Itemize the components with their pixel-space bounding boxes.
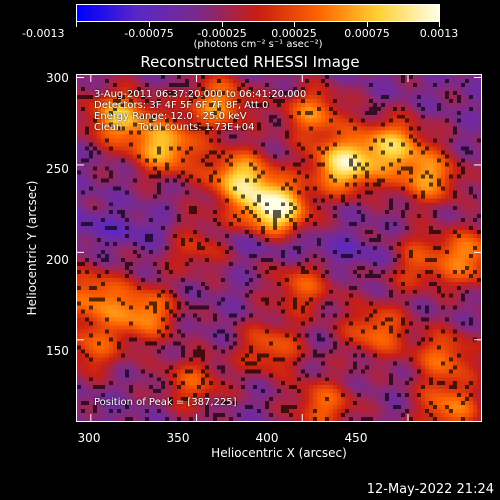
- colorbar-tick-label: 0.00025: [271, 27, 317, 40]
- x-tick-label: 300: [77, 431, 101, 445]
- heatmap-image: [77, 75, 481, 421]
- colorbar-tick-label: -0.0013: [22, 27, 65, 40]
- colorbar-tick: [222, 22, 223, 27]
- colorbar-tick-label: 0.0013: [419, 27, 459, 40]
- colorbar-tick-label: 0.00075: [344, 27, 390, 40]
- x-tick-label: 450: [344, 431, 368, 445]
- colorbar-tick: [294, 22, 295, 27]
- peak-position-label: Position of Peak = [387,225]: [94, 397, 237, 408]
- x-axis-label: Heliocentric X (arcsec): [211, 446, 347, 460]
- y-tick-label: 150: [46, 344, 69, 358]
- colorbar-tick-label: -0.00075: [124, 27, 174, 40]
- colorbar-tick-label: -0.00025: [197, 27, 247, 40]
- y-tick-label: 250: [46, 162, 69, 176]
- colorbar: [76, 4, 440, 22]
- energy-range-label: Energy Range: 12.0 - 25.0 keV: [94, 111, 247, 122]
- x-tick-label: 400: [255, 431, 279, 445]
- y-tick-label: 300: [46, 71, 69, 85]
- x-tick-label: 350: [166, 431, 190, 445]
- total-counts-label: Clean Total counts: 1.73E+04: [94, 122, 255, 133]
- datestamp: 12-May-2022 21:24: [366, 482, 494, 497]
- y-tick-label: 200: [46, 253, 69, 267]
- colorbar-tick: [149, 22, 150, 27]
- detectors-label: Detectors: 3F 4F 5F 6F 7F 8F, Att 0: [94, 100, 269, 111]
- colorbar-tick: [367, 22, 368, 27]
- colorbar-tick: [76, 22, 77, 27]
- time-range-label: 3-Aug-2011 06:37:20.000 to 06:41:20.000: [94, 89, 307, 100]
- colorbar-units: (photons cm⁻² s⁻¹ asec⁻²): [193, 39, 323, 50]
- plot-area: 3-Aug-2011 06:37:20.000 to 06:41:20.000 …: [76, 74, 482, 422]
- chart-title: Reconstructed RHESSI Image: [140, 53, 360, 71]
- colorbar-tick: [439, 22, 440, 27]
- y-axis-label: Heliocentric Y (arcsec): [25, 180, 39, 316]
